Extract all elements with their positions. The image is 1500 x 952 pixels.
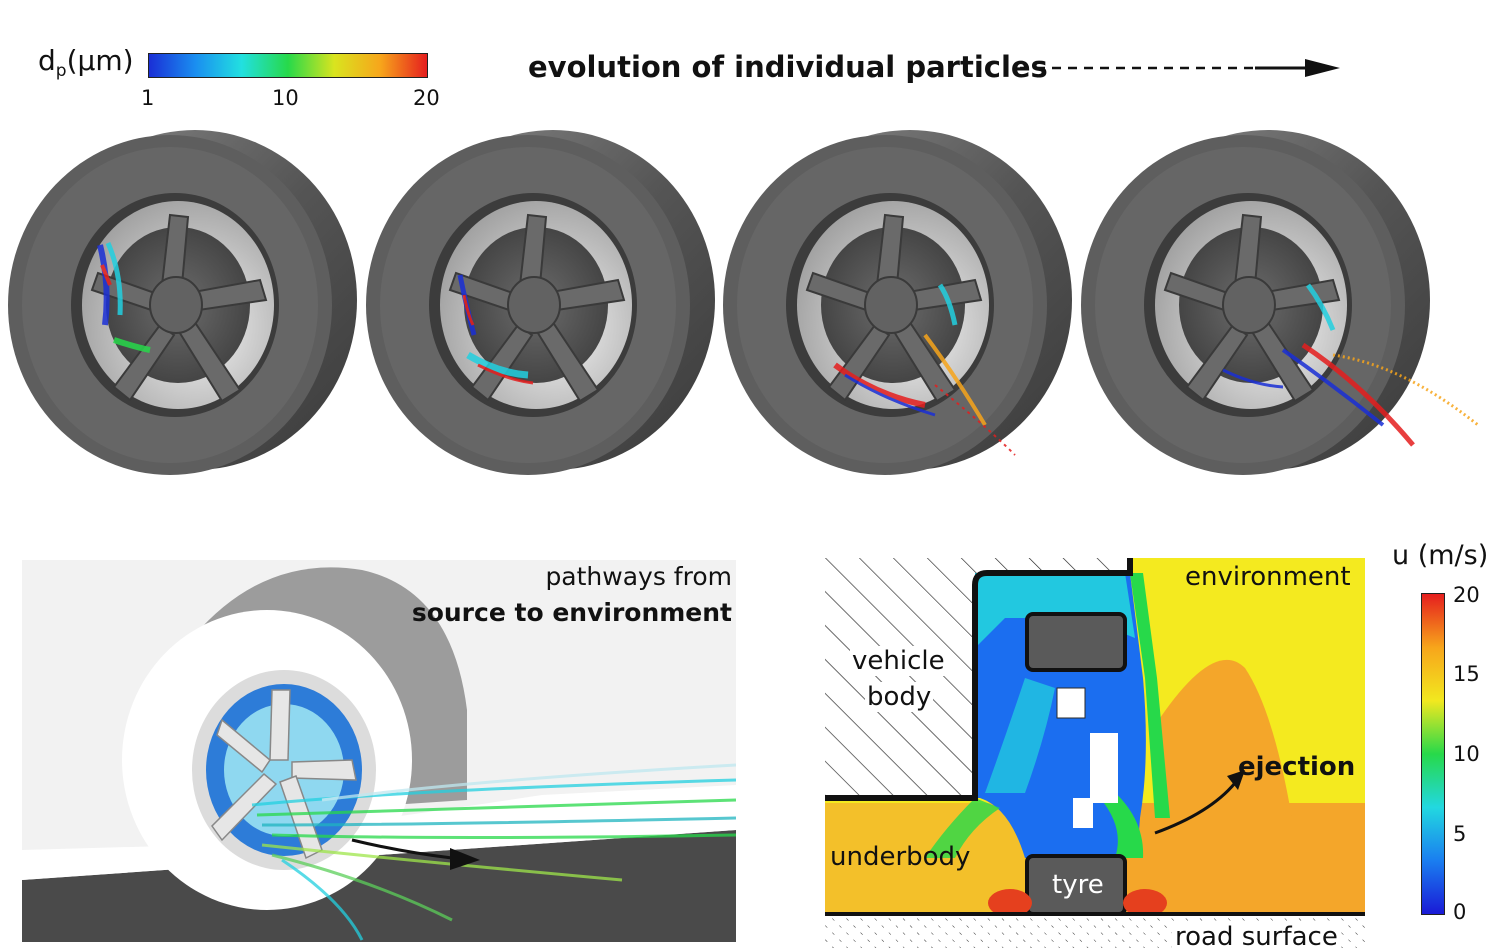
particle-diameter-legend-title: dp(μm) — [38, 44, 134, 81]
label-vehicle: vehicle — [850, 646, 947, 676]
velocity-tick-20: 20 — [1453, 583, 1480, 607]
velocity-tick-5: 5 — [1453, 822, 1467, 846]
velocity-legend-title: u (m/s) — [1392, 540, 1489, 571]
velocity-tick-0: 0 — [1453, 900, 1467, 924]
streamline-panel — [22, 560, 736, 942]
colorbar-tick-max: 20 — [413, 86, 440, 110]
particle-diameter-colorbar — [148, 53, 428, 78]
velocity-tick-15: 15 — [1453, 662, 1480, 686]
label-road-surface: road surface — [1172, 922, 1341, 952]
colorbar-tick-min: 1 — [141, 86, 155, 110]
legend-title-unit: (μm) — [66, 44, 134, 77]
wheel-sequence-figure — [7, 129, 1479, 475]
label-body: body — [865, 682, 934, 712]
velocity-field-panel — [825, 558, 1365, 948]
colorbar-tick-mid: 10 — [272, 86, 299, 110]
streamline-caption-line1: pathways from — [545, 562, 732, 591]
label-underbody: underbody — [830, 842, 971, 872]
velocity-colorbar — [1421, 593, 1445, 915]
legend-title-sub: p — [55, 61, 67, 81]
label-ejection: ejection — [1238, 752, 1356, 782]
legend-title-main: d — [38, 44, 56, 77]
evolution-title: evolution of individual particles — [528, 50, 1048, 84]
velocity-tick-10: 10 — [1453, 742, 1480, 766]
evolution-arrow — [1020, 59, 1340, 77]
label-environment: environment — [1185, 562, 1351, 592]
streamline-caption-line2: source to environment — [411, 598, 732, 627]
label-tyre: tyre — [1052, 870, 1104, 900]
